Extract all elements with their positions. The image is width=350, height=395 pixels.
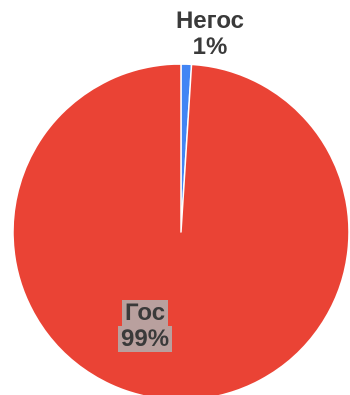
slice-value-gos: 99% bbox=[118, 326, 173, 352]
slice-value-negos: 1% bbox=[192, 33, 228, 60]
slice-label-gos: Гос 99% bbox=[118, 300, 192, 352]
slice-label-negos: Негос 1% bbox=[150, 8, 270, 60]
pie-slices bbox=[12, 63, 350, 395]
slice-name-negos: Негос bbox=[175, 7, 245, 34]
slice-name-gos: Гос bbox=[122, 300, 169, 326]
pie-slice-1 bbox=[12, 63, 350, 395]
